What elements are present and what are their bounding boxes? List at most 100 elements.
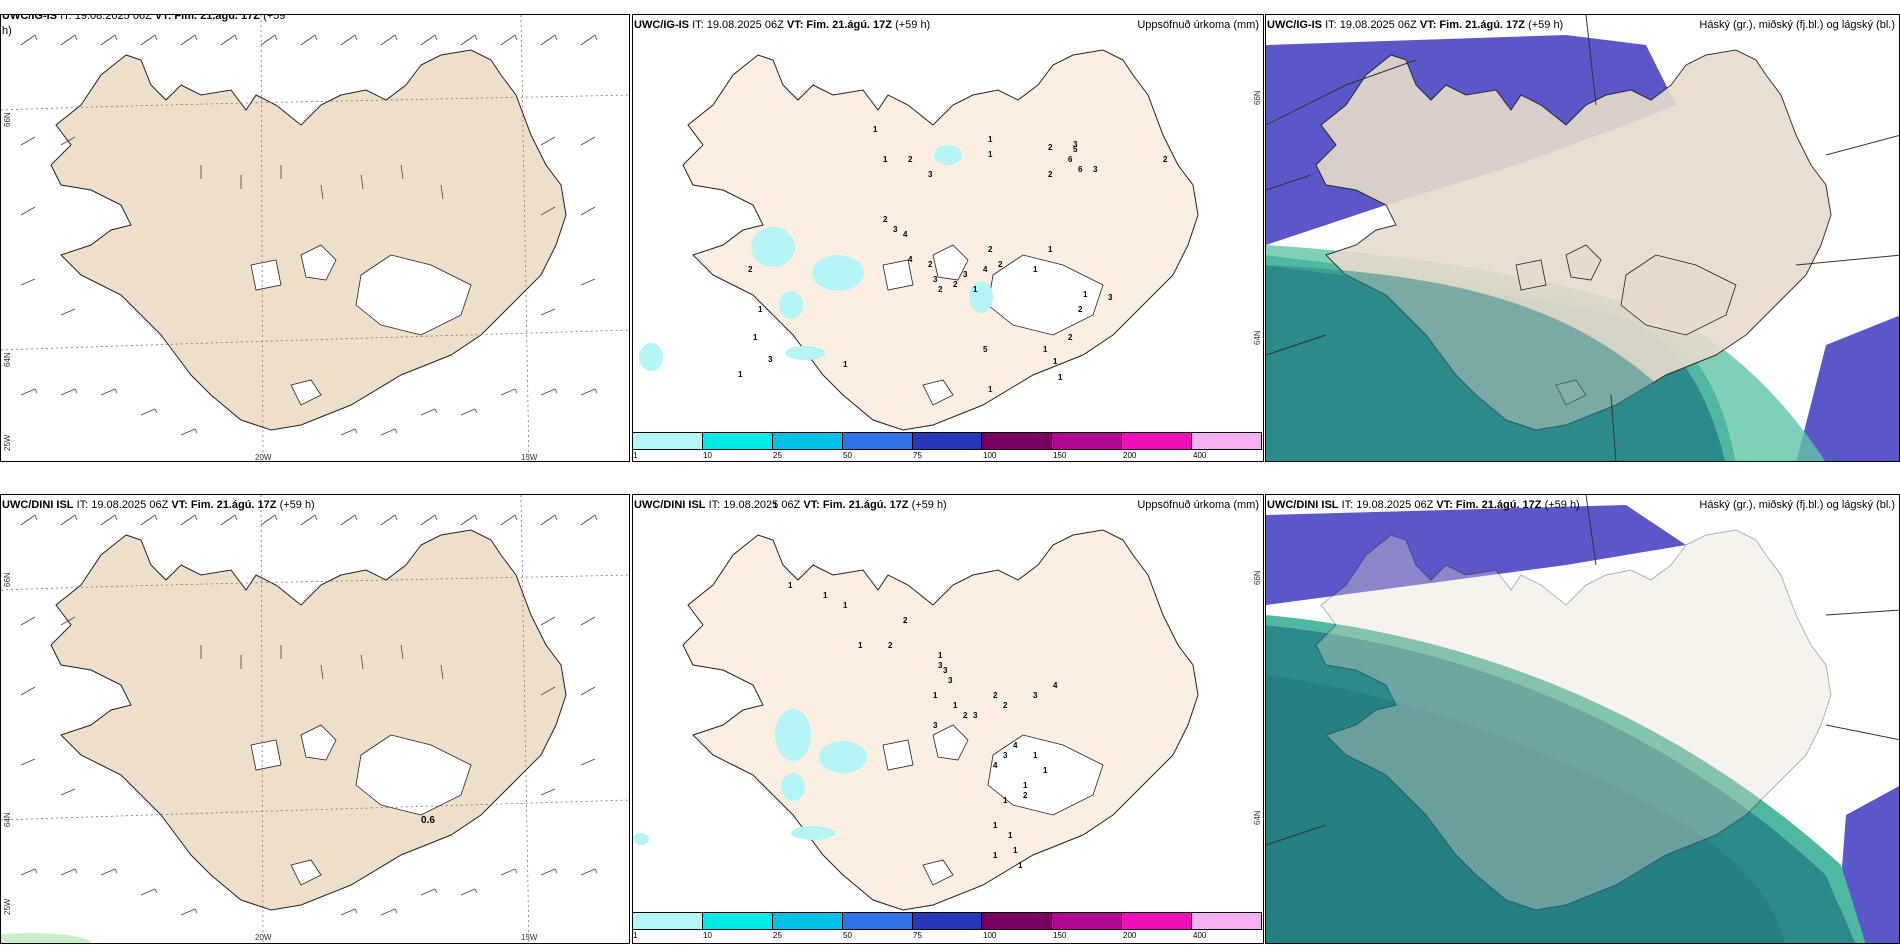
precip-value-label: 3	[1033, 691, 1038, 700]
init-time: IT: 19.08.2025 06Z	[692, 19, 784, 31]
precip-value-label: 4	[993, 761, 998, 770]
wind-map-panel-row2: UWC/DINI ISL IT: 19.08.2025 06Z VT: Fim.…	[0, 494, 630, 944]
colorbar-swatch	[982, 433, 1053, 449]
model-name: UWC/IG-IS	[1267, 19, 1322, 31]
colorbar-label: 25	[773, 931, 782, 940]
precip-value-label: 3	[768, 355, 773, 364]
precip-value-label: 1	[883, 155, 888, 164]
precip-value-label: 1	[973, 285, 978, 294]
precip-value-label: 1	[873, 125, 878, 134]
precip-map-panel-row2: UWC/DINI ISL IT: 19.08.2025 06Z VT: Fim.…	[632, 494, 1264, 944]
precip-value-label: 3	[963, 270, 968, 279]
precip-value-label: 1	[988, 385, 993, 394]
precip-value-label: 3	[933, 721, 938, 730]
field-name: Uppsöfnuð úrkoma (mm)	[1137, 19, 1259, 31]
wind-map-panel-row1: UWC/IG-IS IT: 19.08.2025 06Z VT: Fim. 21…	[0, 14, 630, 462]
colorbar-swatch	[633, 433, 703, 449]
precip-value-label: 1	[1053, 357, 1058, 366]
colorbar-label: 1	[633, 931, 638, 940]
panel-header: UWC/DINI ISL IT: 19.08.2025 06Z VT: Fim.…	[2, 496, 627, 514]
panel-header: UWC/IG-IS IT: 19.08.2025 06Z VT: Fim. 21…	[634, 16, 1261, 34]
precip-value-label: 2	[988, 245, 993, 254]
panel-header: UWC/IG-IS IT: 19.08.2025 06Z VT: Fim. 21…	[2, 14, 627, 25]
colorbar-swatch	[842, 433, 913, 449]
field-name: Uppsöfnuð úrkoma (mm)	[1137, 499, 1259, 511]
precip-value-label: 1	[858, 641, 863, 650]
valid-time: VT: Fim. 21.ágú. 17Z	[1419, 19, 1525, 31]
precip-value-label: 1	[1043, 345, 1048, 354]
precip-map-svg	[639, 49, 1199, 431]
precip-value-label: 1	[788, 581, 793, 590]
colorbar-label: 200	[1123, 451, 1137, 460]
wind-map-svg	[1, 15, 629, 461]
colorbar-label: 10	[703, 931, 712, 940]
lon-label-15w: 15W	[521, 453, 538, 462]
colorbar-label: 150	[1053, 931, 1067, 940]
colorbar-swatch	[1052, 433, 1123, 449]
precip-value-label: 1	[1083, 290, 1088, 299]
precip-value-label: 2	[993, 691, 998, 700]
colorbar-label: 400	[1193, 451, 1207, 460]
field-name: Háský (gr.), miðský (fj.bl.) og lágský (…	[1699, 19, 1895, 31]
colorbar-swatch	[1052, 913, 1123, 929]
cloud-map-svg	[1266, 495, 1899, 943]
precip-value-label: 1	[823, 591, 828, 600]
cloud-map-panel-row2: UWC/DINI ISL IT: 19.08.2025 06Z VT: Fim.…	[1265, 494, 1900, 944]
precip-value-label: 5	[983, 345, 988, 354]
precip-value-label: 3	[973, 711, 978, 720]
precip-map-panel-row1: UWC/IG-IS IT: 19.08.2025 06Z VT: Fim. 21…	[632, 14, 1264, 462]
colorbar-swatch	[1192, 433, 1262, 449]
precip-value-label: 1	[758, 305, 763, 314]
init-time: IT: 19.08.2025 06Z	[1341, 499, 1434, 511]
lat-label-66n: 66N	[3, 572, 12, 587]
precip-map-svg	[633, 529, 1199, 911]
precip-value-label: 2	[1163, 155, 1168, 164]
precip-value-label: 2	[928, 260, 933, 269]
precip-value-label: 2	[953, 280, 958, 289]
precip-value-label: 3	[1003, 751, 1008, 760]
precip-value-label: 1	[1033, 751, 1038, 760]
precip-value-label: 2	[1068, 333, 1073, 342]
precip-areas	[639, 145, 993, 371]
precip-value-label: 2	[1003, 701, 1008, 710]
precip-value-label: 2	[748, 265, 753, 274]
model-name: UWC/DINI ISL	[634, 499, 706, 511]
field-name: Háský (gr.), miðský (fj.bl.) og lágský (…	[1699, 499, 1895, 511]
precip-value-label: 1	[993, 851, 998, 860]
precip-value-label: 1	[1003, 796, 1008, 805]
precip-value-label: 1	[773, 501, 778, 510]
colorbar-swatch	[1192, 913, 1262, 929]
precip-value-label: 2	[908, 155, 913, 164]
precip-value-label: 4	[983, 265, 988, 274]
precip-value-label: 3	[1073, 140, 1078, 149]
precip-value-label: 3	[1108, 293, 1113, 302]
model-name: UWC/DINI ISL	[2, 499, 74, 511]
colorbar-label: 75	[913, 931, 922, 940]
colorbar-label: 1	[633, 451, 638, 460]
lead-time: (+59 h)	[911, 499, 947, 511]
colorbar-label: 25	[773, 451, 782, 460]
precip-value-label: 2	[883, 215, 888, 224]
lon-label-15w: 15W	[521, 933, 538, 942]
colorbar-swatch	[1122, 913, 1193, 929]
precip-value-label: 3	[948, 676, 953, 685]
precip-value-label: 2	[1048, 143, 1053, 152]
colorbar-label: 10	[703, 451, 712, 460]
precip-value-label: 6	[1078, 165, 1083, 174]
lat-label-66n: 66N	[1253, 90, 1262, 105]
valid-time: VT: Fim. 21.ágú. 17Z	[803, 499, 909, 511]
model-name: UWC/IG-IS	[2, 14, 57, 22]
precip-value-label: 1	[1058, 373, 1063, 382]
valid-time: VT: Fim. 21.ágú. 17Z	[154, 14, 260, 22]
lon-label-20w: 20W	[255, 933, 272, 942]
colorbar-label: 75	[913, 451, 922, 460]
colorbar-swatch	[982, 913, 1053, 929]
precip-value-label: 3	[893, 225, 898, 234]
precip-value-label: 2	[888, 641, 893, 650]
precip-value-label: 4	[903, 230, 908, 239]
init-time: IT: 19.08.2025 06Z	[60, 14, 152, 22]
valid-time: VT: Fim. 21.ágú. 17Z	[786, 19, 892, 31]
precip-colorbar-row1	[632, 432, 1262, 450]
precip-value-label: 1	[953, 701, 958, 710]
lon-label-25w: 25W	[3, 898, 12, 915]
